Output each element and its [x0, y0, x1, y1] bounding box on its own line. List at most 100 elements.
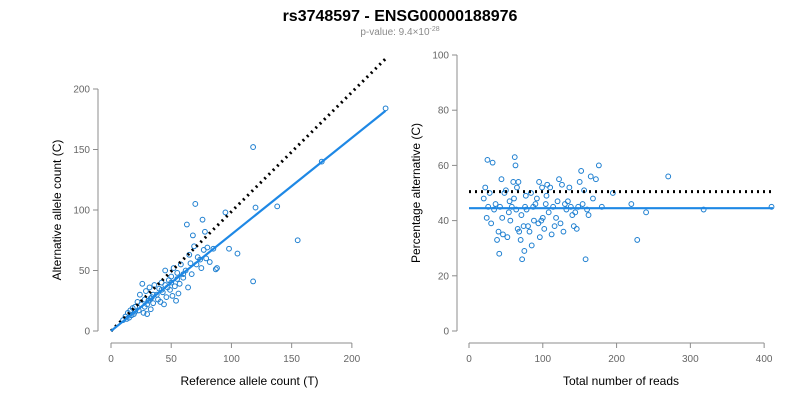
y-axis-title: Alternative allele count (C) — [50, 140, 64, 281]
data-point — [210, 245, 217, 252]
data-point — [536, 234, 543, 241]
data-point — [544, 181, 551, 188]
x-tick-label: 300 — [682, 354, 699, 365]
data-point — [143, 288, 149, 294]
data-point — [144, 311, 151, 317]
data-point — [484, 156, 491, 163]
x-tick-label: 200 — [608, 354, 625, 365]
data-point — [139, 280, 146, 287]
pvalue-exponent: -28 — [430, 26, 440, 33]
data-point — [512, 162, 519, 169]
data-point — [175, 290, 182, 297]
x-tick-label: 200 — [344, 354, 361, 365]
data-point — [492, 201, 499, 207]
data-point — [161, 301, 167, 308]
data-point — [582, 256, 589, 263]
data-point — [206, 259, 213, 265]
data-point — [526, 228, 533, 235]
data-point — [214, 265, 220, 271]
data-point — [556, 176, 562, 183]
data-point — [506, 198, 513, 205]
data-point — [183, 221, 190, 228]
y-tick-label: 40 — [438, 216, 450, 227]
regression-fit-line — [110, 109, 387, 332]
data-point — [595, 162, 602, 169]
data-point — [498, 176, 505, 183]
data-point — [521, 248, 528, 254]
data-point — [578, 168, 585, 174]
data-point — [665, 173, 672, 180]
chart-title: rs3748597 - ENSG00000188976 — [283, 8, 518, 25]
y-tick-label: 100 — [432, 51, 449, 62]
data-point — [163, 294, 170, 301]
data-point — [570, 223, 577, 230]
data-point — [150, 300, 157, 307]
data-point — [548, 231, 555, 238]
data-point — [140, 309, 147, 316]
data-point — [192, 201, 199, 207]
data-point — [515, 179, 522, 185]
data-point — [609, 190, 616, 196]
y-tick-label: 60 — [438, 161, 450, 172]
data-point — [137, 291, 143, 298]
data-point — [197, 256, 204, 263]
x-axis-title: Total number of reads — [563, 374, 679, 388]
y-tick-label: 50 — [79, 266, 91, 277]
data-point — [171, 283, 178, 290]
data-point — [541, 225, 548, 232]
data-point — [518, 212, 525, 218]
data-point — [480, 195, 487, 202]
data-point — [204, 244, 211, 251]
data-point — [185, 284, 191, 291]
data-point — [628, 201, 635, 207]
data-point — [274, 203, 281, 210]
data-point — [539, 184, 545, 191]
data-point — [495, 228, 502, 235]
data-point — [499, 214, 506, 221]
data-point — [180, 274, 187, 281]
data-point — [318, 158, 325, 165]
data-point — [250, 144, 257, 150]
data-point — [212, 266, 219, 273]
data-point — [516, 228, 523, 235]
data-point — [482, 184, 489, 191]
data-point — [545, 209, 552, 216]
data-point — [560, 228, 567, 235]
data-point — [510, 179, 517, 185]
data-point — [543, 192, 550, 199]
data-point — [538, 217, 545, 224]
data-point — [494, 237, 500, 243]
data-point — [496, 250, 503, 257]
data-point — [507, 217, 514, 224]
pvalue-text: p-value: 9.4×10 — [360, 27, 430, 38]
data-point — [514, 184, 520, 191]
data-point — [132, 303, 138, 310]
data-point — [186, 251, 193, 258]
data-point — [162, 267, 169, 274]
data-point — [169, 293, 176, 299]
data-point — [559, 181, 565, 188]
data-point — [554, 198, 561, 205]
data-point — [382, 105, 389, 112]
data-point — [566, 184, 573, 191]
reference-line — [109, 57, 387, 333]
data-point — [585, 212, 592, 218]
data-point — [519, 256, 526, 263]
data-point — [202, 228, 208, 235]
data-point — [536, 179, 542, 185]
data-point — [551, 223, 558, 230]
x-tick-label: 400 — [756, 354, 773, 365]
data-point — [522, 192, 529, 199]
data-point — [533, 195, 540, 202]
data-point — [199, 216, 206, 223]
data-point — [531, 217, 537, 224]
data-point — [634, 237, 641, 243]
y-tick-label: 80 — [438, 106, 450, 117]
y-tick-label: 20 — [438, 271, 450, 282]
data-point — [590, 195, 596, 202]
data-point — [187, 260, 194, 267]
data-point — [250, 278, 257, 285]
data-point — [576, 179, 583, 185]
data-point — [176, 280, 183, 287]
x-tick-label: 0 — [466, 354, 472, 365]
